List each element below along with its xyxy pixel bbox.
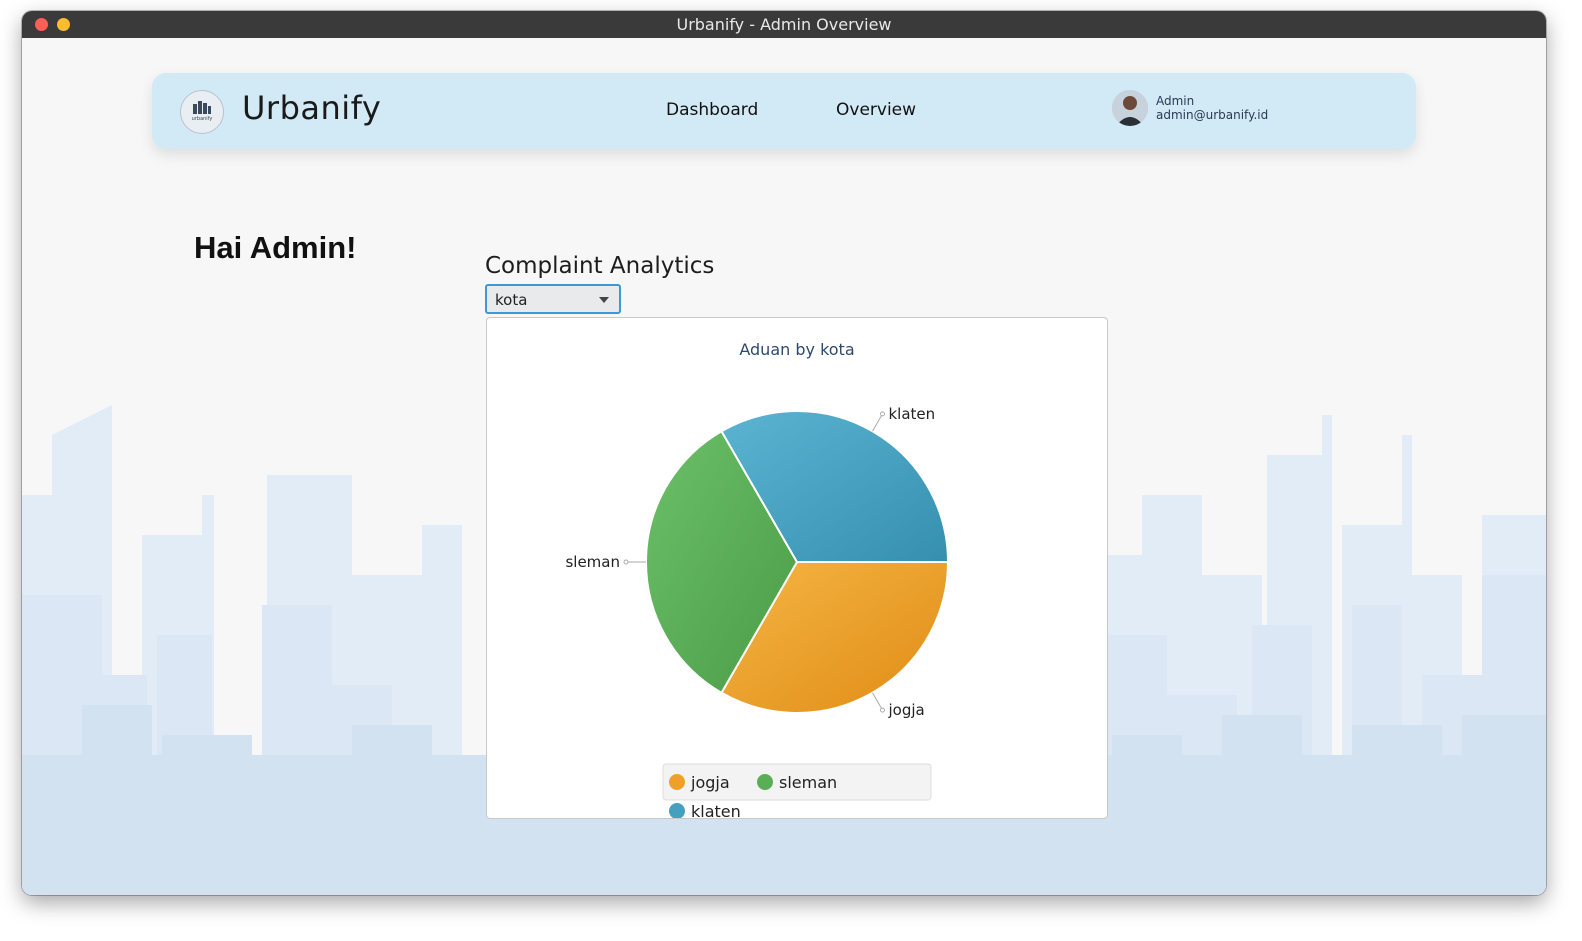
minimize-window-button[interactable] [57,18,70,31]
city-logo-icon: urbanify [192,101,213,122]
nav-link-overview[interactable]: Overview [836,100,917,120]
pie-label-dot-klaten [880,411,885,417]
user-photo-icon [1112,90,1148,126]
legend-label-sleman: sleman [779,773,837,792]
pie-label-sleman: sleman [565,553,620,571]
logo-text: urbanify [192,116,213,122]
top-navbar: urbanify Urbanify Dashboard Overview Adm… [152,73,1416,149]
greeting-heading: Hai Admin! [194,230,357,265]
user-name: Admin [1156,94,1195,108]
window-title: Urbanify - Admin Overview [676,15,892,34]
pie-label-jogja: jogja [888,701,925,719]
legend-label-klaten: klaten [691,802,741,818]
pie-label-dot-jogja [880,707,885,713]
pie-label-dot-sleman [623,559,629,565]
pie-label-leader-klaten [872,413,883,432]
user-avatar[interactable] [1112,90,1148,126]
pie-chart: Aduan by kota jogja sleman klaten jogja sle… [565,340,950,818]
section-title: Complaint Analytics [485,253,715,279]
app-window: Urbanify - Admin Overview [22,11,1546,895]
legend-swatch-jogja [669,774,685,790]
category-filter-select[interactable]: kota [485,284,621,314]
chart-legend [662,763,932,801]
pie-slice-klaten[interactable] [720,410,950,563]
chart-title: Aduan by kota [739,340,854,359]
brand-name: Urbanify [242,89,382,127]
chevron-down-icon [599,297,609,303]
user-email: admin@urbanify.id [1156,108,1269,122]
pie-slice-sleman[interactable] [645,429,799,695]
legend-swatch-klaten [669,803,685,818]
pie-slice-jogja[interactable] [720,561,950,714]
city-skyline-background [22,405,1546,895]
selected-filter-value: kota [495,291,528,309]
urbanify-logo[interactable]: urbanify [180,90,224,134]
pie-label-leader-jogja [872,692,883,711]
close-window-button[interactable] [35,18,48,31]
main-content: urbanify Urbanify Dashboard Overview Adm… [22,38,1546,895]
pie-chart-panel: Aduan by kota jogja sleman klaten jogja sle… [486,317,1108,819]
legend-label-jogja: jogja [690,773,730,792]
legend-swatch-sleman [757,774,773,790]
title-bar: Urbanify - Admin Overview [22,11,1546,38]
pie-label-klaten: klaten [889,405,936,423]
nav-link-dashboard[interactable]: Dashboard [666,100,759,120]
